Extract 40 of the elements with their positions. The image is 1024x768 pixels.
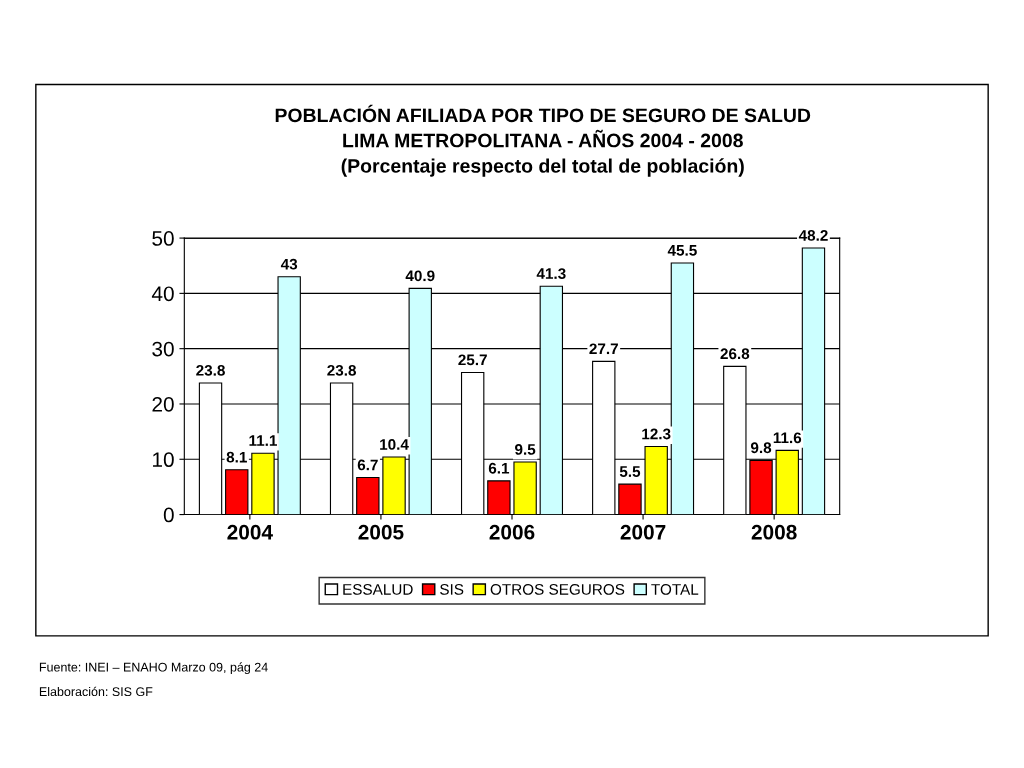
data-label: 6.7 [357, 459, 378, 471]
y-tick-label: 40 [151, 286, 174, 302]
data-label: 41.3 [536, 268, 566, 280]
source-note: Fuente: INEI – ENAHO Marzo 09, pág 24 [39, 662, 268, 675]
data-label: 10.4 [380, 439, 409, 450]
data-label: 25.7 [458, 354, 487, 366]
y-tick-label: 0 [163, 507, 174, 523]
data-label: 9.5 [515, 444, 536, 455]
bar [356, 476, 380, 515]
data-label: 12.3 [642, 428, 671, 440]
legend-label: TOTAL [651, 584, 699, 595]
data-label: 27.7 [589, 343, 618, 355]
data-label: 45.5 [667, 245, 697, 256]
data-label: 23.8 [196, 364, 225, 376]
x-tick-label: 2007 [620, 524, 666, 540]
bar [225, 469, 249, 515]
x-tick-label: 2005 [358, 524, 404, 540]
y-tick-label: 50 [152, 231, 174, 246]
data-label: 48.2 [798, 230, 828, 241]
legend-label: OTROS SEGUROS [490, 584, 625, 595]
x-tick-label: 2004 [227, 524, 273, 540]
chart-title: POBLACIÓN AFILIADA POR TIPO DE SEGURO DE SALUD LIMA METROPOLITANA - AÑOS 2004 - 2008 (Porcentaje respecto del total de población) [275, 104, 811, 177]
y-tick-label: 20 [152, 396, 174, 412]
text: Elaboración: SIS GF [39, 686, 153, 697]
data-label: 23.8 [327, 364, 357, 376]
data-label: 6.1 [488, 462, 510, 474]
legend-label: SIS [440, 584, 464, 595]
y-tick-label: 10 [153, 452, 174, 468]
legend-label: ESSALUD [343, 584, 413, 595]
data-label: 26.8 [720, 348, 750, 360]
data-label: 11.1 [249, 435, 277, 446]
data-label: 11.6 [773, 432, 802, 444]
x-tick-label: 2006 [489, 524, 535, 540]
data-label: 5.5 [619, 466, 641, 477]
data-label: 40.9 [405, 270, 435, 282]
data-label: 9.8 [750, 442, 772, 454]
y-tick-label: 30 [152, 341, 174, 357]
x-tick-label: 2008 [751, 524, 797, 540]
data-label: 43 [280, 258, 298, 270]
data-label: 8.1 [226, 451, 247, 463]
